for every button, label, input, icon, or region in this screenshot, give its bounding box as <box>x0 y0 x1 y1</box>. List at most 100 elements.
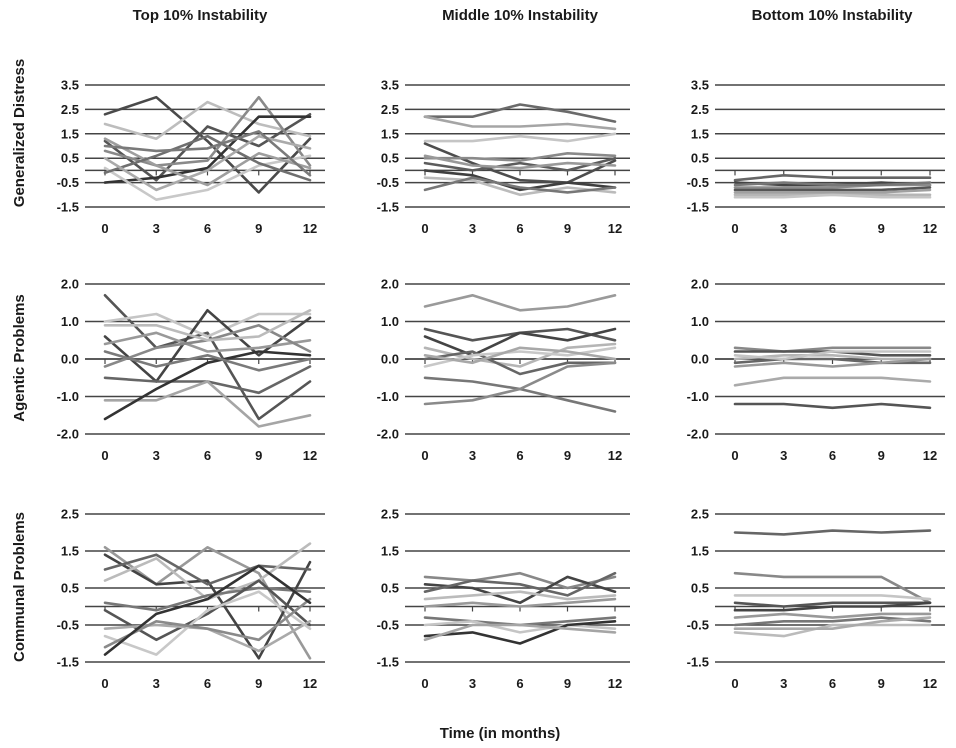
row-labels: Generalized Distress Agentic Problems Co… <box>11 59 28 662</box>
panel-generalized-distress-bottom-10-instability-y-tick-label: 1.5 <box>691 126 709 141</box>
panel-generalized-distress-top-10-instability-series-line-7 <box>103 137 312 187</box>
panel-agentic-problems-top-10-instability-series-line-3 <box>103 308 312 383</box>
panel-generalized-distress-bottom-10-instability: 3.5 2.5 1.5 0.5 -0.5 -1.5 0 3 6 9 12 <box>687 78 945 236</box>
panel-communal-problems-bottom-10-instability-y-tick-label: -0.5 <box>687 618 709 633</box>
panel-communal-problems-top-10-instability-series-line-8 <box>103 590 312 656</box>
panel-generalized-distress-bottom-10-instability-series-line-5 <box>733 188 932 194</box>
panel-communal-problems-bottom-10-instability-x-tick-label: 3 <box>780 676 787 691</box>
panel-generalized-distress-top-10-instability-x-tick-label: 6 <box>204 221 211 236</box>
panel-communal-problems-middle-10-instability-y-tick-label: 2.5 <box>381 507 399 522</box>
panel-communal-problems-top-10-instability-x-tick-label: 9 <box>255 676 262 691</box>
panel-agentic-problems-bottom-10-instability-y-tick-label: 2.0 <box>691 277 709 292</box>
panel-communal-problems-bottom-10-instability-series-line-3 <box>733 594 932 601</box>
panel-generalized-distress-middle-10-instability-x-tick-label: 3 <box>469 221 476 236</box>
panel-communal-problems-top-10-instability-x-tick-label: 6 <box>204 676 211 691</box>
panel-agentic-problems-bottom-10-instability-y-tick-label: 1.0 <box>691 314 709 329</box>
panel-agentic-problems-top-10-instability-x-tick-label: 6 <box>204 448 211 463</box>
panel-generalized-distress-middle-10-instability-y-tick-label: 1.5 <box>381 126 399 141</box>
panel-generalized-distress-bottom-10-instability-x-tick-label: 6 <box>829 221 836 236</box>
panel-communal-problems-middle-10-instability-series-line-4 <box>423 590 617 601</box>
panel-generalized-distress-top-10-instability-series-line-9 <box>103 134 312 192</box>
row-label-agentic-problems: Agentic Problems <box>11 294 28 422</box>
panel-agentic-problems-top-10-instability-series-line-2 <box>103 312 312 338</box>
panel-agentic-problems-top-10-instability-x-tick-label: 12 <box>303 448 317 463</box>
panel-communal-problems-bottom-10-instability-series-line-4 <box>733 601 932 608</box>
panel-agentic-problems-bottom-10-instability-series-line-8 <box>733 350 932 361</box>
panel-generalized-distress-middle-10-instability-series-line-6 <box>423 156 617 172</box>
panel-agentic-problems-middle-10-instability-y-tick-label: 1.0 <box>381 314 399 329</box>
panel-agentic-problems-top-10-instability-series-line-9 <box>103 308 312 342</box>
panel-communal-problems-top-10-instability-y-tick-label: 0.5 <box>61 581 79 596</box>
panel-communal-problems-bottom-10-instability-x-tick-label: 12 <box>923 676 937 691</box>
panel-communal-problems-top-10-instability-x-tick-label: 0 <box>101 676 108 691</box>
panel-generalized-distress-top-10-instability-x-tick-label: 3 <box>153 221 160 236</box>
panel-generalized-distress-middle-10-instability-y-tick-label: 3.5 <box>381 78 399 93</box>
panel-agentic-problems-bottom-10-instability-x-tick-label: 9 <box>878 448 885 463</box>
panel-communal-problems-bottom-10-instability-y-tick-label: 2.5 <box>691 507 709 522</box>
panel-generalized-distress-top-10-instability-y-tick-label: 1.5 <box>61 126 79 141</box>
panel-agentic-problems-top-10-instability-x-tick-label: 3 <box>153 448 160 463</box>
panel-communal-problems-middle-10-instability-series-line-9 <box>423 623 617 642</box>
panel-communal-problems-bottom-10-instability-series-line-2 <box>733 571 932 605</box>
column-title-bottom: Bottom 10% Instability <box>752 7 914 24</box>
panel-generalized-distress-middle-10-instability-x-tick-label: 9 <box>564 221 571 236</box>
panel-communal-problems-middle-10-instability-series-line-3 <box>423 571 617 597</box>
panel-communal-problems-bottom-10-instability-series-line-8 <box>733 623 932 638</box>
panel-generalized-distress-bottom-10-instability-y-tick-label: 0.5 <box>691 151 709 166</box>
panel-communal-problems-top-10-instability-y-tick-label: -0.5 <box>57 618 79 633</box>
panel-agentic-problems-middle-10-instability-y-tick-label: -1.0 <box>377 389 399 404</box>
panel-communal-problems-top-10-instability-y-tick-label: 1.5 <box>61 544 79 559</box>
panel-agentic-problems-bottom-10-instability-series-line-7 <box>733 402 932 410</box>
column-title-top: Top 10% Instability <box>133 7 268 24</box>
panel-generalized-distress-bottom-10-instability-series-line-8 <box>733 181 932 187</box>
panel-agentic-problems-top-10-instability-x-tick-label: 0 <box>101 448 108 463</box>
panel-communal-problems-middle-10-instability-series-line-8 <box>423 619 617 645</box>
panel-generalized-distress-top-10-instability-series-line-6 <box>103 154 312 201</box>
panel-agentic-problems-top-10-instability-y-tick-label: 0.0 <box>61 352 79 367</box>
panel-agentic-problems-bottom-10-instability-x-tick-label: 12 <box>923 448 937 463</box>
panel-generalized-distress-middle-10-instability-x-tick-label: 12 <box>608 221 622 236</box>
panel-generalized-distress-bottom-10-instability-series-line-7 <box>733 193 932 199</box>
panel-agentic-problems-middle-10-instability-x-tick-label: 0 <box>421 448 428 463</box>
panel-generalized-distress-middle-10-instability-series-line-3 <box>423 132 617 143</box>
panel-agentic-problems-bottom-10-instability-y-tick-label: 0.0 <box>691 352 709 367</box>
panel-generalized-distress-top-10-instability-y-tick-label: 3.5 <box>61 78 79 93</box>
row-label-generalized-distress: Generalized Distress <box>11 59 28 207</box>
panel-communal-problems-middle-10-instability-y-tick-label: 0.5 <box>381 581 399 596</box>
panel-generalized-distress-middle-10-instability-series-line-10 <box>423 154 617 170</box>
panel-communal-problems-bottom-10-instability-x-tick-label: 9 <box>878 676 885 691</box>
panel-agentic-problems-bottom-10-instability-series-line-6 <box>733 376 932 387</box>
panel-agentic-problems-middle-10-instability-x-tick-label: 12 <box>608 448 622 463</box>
panel-generalized-distress-middle-10-instability-y-tick-label: -1.5 <box>377 200 399 215</box>
panel-agentic-problems-top-10-instability-series-line-10 <box>103 350 312 372</box>
panel-generalized-distress-top-10-instability-x-tick-label: 12 <box>303 221 317 236</box>
panel-communal-problems-top-10-instability-y-tick-label: 2.5 <box>61 507 79 522</box>
panel-generalized-distress-top-10-instability-series-line-3 <box>103 113 312 182</box>
panel-agentic-problems-middle-10-instability-series-line-9 <box>423 346 617 365</box>
panel-generalized-distress-top-10-instability-x-tick-label: 0 <box>101 221 108 236</box>
panel-agentic-problems-top-10-instability-y-tick-label: -1.0 <box>57 389 79 404</box>
panel-agentic-problems-bottom-10-instability-series-line-5 <box>733 357 932 368</box>
panel-generalized-distress-middle-10-instability-series-line-7 <box>423 169 617 192</box>
panel-communal-problems-bottom-10-instability: 2.5 1.5 0.5 -0.5 -1.5 0 3 6 9 12 <box>687 507 945 691</box>
panel-agentic-problems-middle-10-instability-y-tick-label: 0.0 <box>381 352 399 367</box>
panel-communal-problems-bottom-10-instability-series-line-6 <box>733 612 932 619</box>
panel-generalized-distress-middle-10-instability-y-tick-label: 2.5 <box>381 102 399 117</box>
panel-generalized-distress-bottom-10-instability-x-tick-label: 3 <box>780 221 787 236</box>
panel-communal-problems-bottom-10-instability-series-line-1 <box>733 529 932 536</box>
panel-generalized-distress-top-10-instability-series-line-10 <box>103 130 312 177</box>
panel-agentic-problems-top-10-instability-x-tick-label: 9 <box>255 448 262 463</box>
panel-agentic-problems-middle-10-instability-x-tick-label: 6 <box>516 448 523 463</box>
panel-generalized-distress-bottom-10-instability-x-tick-label: 9 <box>878 221 885 236</box>
panel-communal-problems-top-10-instability-series-line-10 <box>103 564 312 656</box>
panel-agentic-problems-middle-10-instability-series-line-3 <box>423 327 617 357</box>
panel-agentic-problems-bottom-10-instability-x-tick-label: 3 <box>780 448 787 463</box>
panel-agentic-problems-middle-10-instability-x-tick-label: 9 <box>564 448 571 463</box>
panel-communal-problems-middle-10-instability-x-tick-label: 9 <box>564 676 571 691</box>
panel-communal-problems-middle-10-instability-x-tick-label: 0 <box>421 676 428 691</box>
panel-generalized-distress-middle-10-instability-series-line-4 <box>423 142 617 184</box>
panel-communal-problems-top-10-instability-x-tick-label: 12 <box>303 676 317 691</box>
panel-agentic-problems-top-10-instability-y-tick-label: 1.0 <box>61 314 79 329</box>
panel-generalized-distress-bottom-10-instability-series-line-1 <box>733 174 932 182</box>
panel-communal-problems-top-10-instability-series-line-1 <box>103 545 312 660</box>
